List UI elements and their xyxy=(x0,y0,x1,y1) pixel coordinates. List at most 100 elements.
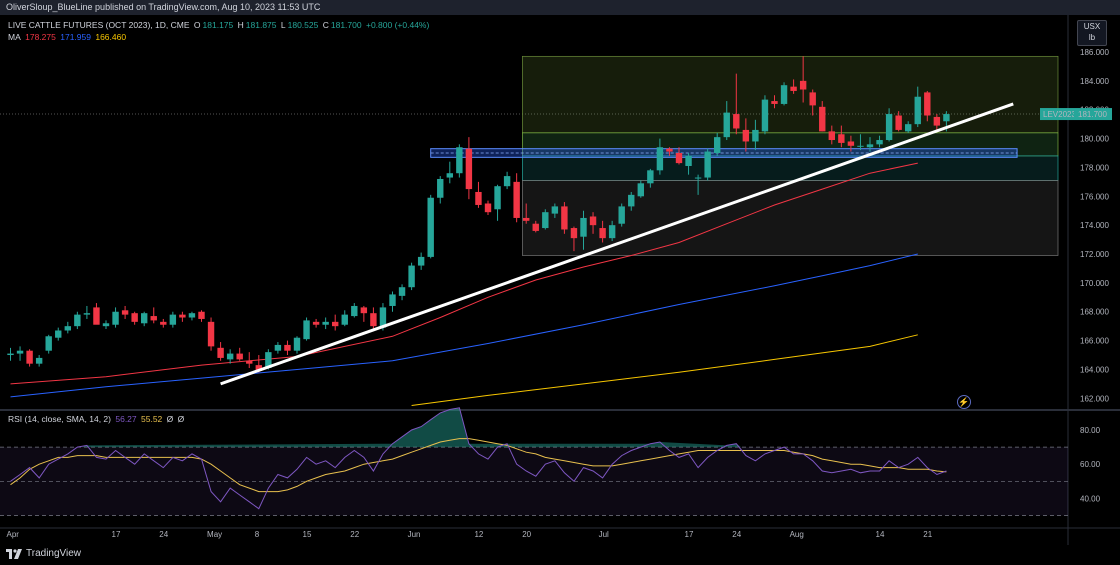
rsi-line xyxy=(10,407,947,510)
candle-body xyxy=(503,176,511,187)
lightning-icon[interactable]: ⚡ xyxy=(957,395,971,409)
candle-body xyxy=(64,326,71,331)
candle xyxy=(93,303,100,325)
time-tick-label: 24 xyxy=(159,530,168,539)
candle-body xyxy=(723,112,730,138)
candle xyxy=(799,56,807,103)
time-tick-label: Aug xyxy=(790,530,804,539)
price-tick-label: 168.000 xyxy=(1080,308,1109,317)
candle xyxy=(169,311,177,328)
candle-body xyxy=(647,170,654,184)
candle-body xyxy=(74,314,81,327)
high-value: 181.875 xyxy=(245,20,277,30)
candle-body xyxy=(542,212,549,229)
candle xyxy=(293,336,301,354)
candle-body xyxy=(551,206,559,214)
chart-area[interactable]: 186.000184.000182.000180.000178.000176.0… xyxy=(0,15,1120,545)
candle xyxy=(179,311,186,322)
candle-body xyxy=(83,313,91,315)
candle-body xyxy=(456,147,463,174)
candle-body xyxy=(35,357,43,364)
candle xyxy=(160,318,167,328)
candle-body xyxy=(656,147,664,171)
candle-body xyxy=(857,145,864,147)
candle xyxy=(666,147,673,156)
candle xyxy=(780,82,788,106)
candle-body xyxy=(93,307,100,325)
candle xyxy=(513,173,520,223)
candle xyxy=(45,334,52,354)
open-value: 181.175 xyxy=(202,20,234,30)
time-tick-label: Apr xyxy=(7,530,20,539)
tradingview-logo: TradingView xyxy=(6,548,81,559)
candle xyxy=(475,181,482,208)
candle xyxy=(828,125,835,145)
candle-body xyxy=(265,352,272,369)
rsi-empty-2: Ø xyxy=(177,414,185,424)
symbol-legend: LIVE CATTLE FUTURES (OCT 2023), 1D, CME … xyxy=(8,20,431,30)
low-value: 180.525 xyxy=(287,20,319,30)
candle xyxy=(723,101,730,141)
candle-body xyxy=(685,155,692,166)
candle-body xyxy=(513,181,520,218)
candle-body xyxy=(7,353,14,356)
candle xyxy=(198,310,205,322)
candle xyxy=(226,349,234,364)
candle xyxy=(752,119,759,151)
candle xyxy=(370,307,377,330)
unit-label: lb xyxy=(1088,33,1096,42)
price-tick-label: 186.000 xyxy=(1080,48,1109,57)
candle xyxy=(589,212,597,234)
candle xyxy=(924,90,931,122)
candle-body xyxy=(160,321,167,325)
symbol-title: LIVE CATTLE FUTURES (OCT 2023), 1D, CME xyxy=(8,20,190,30)
time-tick-label: Jun xyxy=(408,530,421,539)
range-box-upper xyxy=(522,55,1059,134)
candle-body xyxy=(417,256,425,266)
candle-body xyxy=(236,353,243,360)
candle-body xyxy=(141,313,148,324)
ma2-value: 171.959 xyxy=(60,32,91,42)
candle xyxy=(580,210,587,250)
time-tick-label: May xyxy=(207,530,222,539)
ma-label: MA xyxy=(8,32,21,42)
currency-unit-button[interactable]: USX lb xyxy=(1077,20,1107,46)
candle-body xyxy=(628,194,635,207)
candle-body xyxy=(246,360,253,364)
candle xyxy=(733,73,740,135)
candle xyxy=(217,342,224,361)
candle xyxy=(236,347,243,361)
price-tick-label: 174.000 xyxy=(1080,221,1109,230)
low-label: L xyxy=(280,20,286,30)
candle xyxy=(494,184,501,221)
candle xyxy=(866,137,874,152)
candle xyxy=(570,226,578,252)
rsi-empty-1: Ø xyxy=(166,414,174,424)
candle-body xyxy=(341,314,348,325)
candle-body xyxy=(484,203,492,213)
candle xyxy=(885,108,893,142)
candle-body xyxy=(570,228,578,239)
candle xyxy=(112,307,119,328)
price-tick-label: 162.000 xyxy=(1080,394,1109,403)
candle xyxy=(351,303,358,318)
candle-body xyxy=(885,114,893,141)
high-label: H xyxy=(237,20,244,30)
time-tick-label: 17 xyxy=(112,530,121,539)
candle-body xyxy=(924,92,931,116)
candle-body xyxy=(112,311,119,325)
candle xyxy=(141,311,148,327)
price-tick-label: 166.000 xyxy=(1080,337,1109,346)
candle xyxy=(408,262,415,291)
candle xyxy=(312,318,320,328)
candle xyxy=(465,137,473,200)
candle-body xyxy=(943,114,950,122)
candle-body xyxy=(771,101,778,104)
candle-body xyxy=(637,183,644,197)
candle-body xyxy=(905,124,912,132)
candle-body xyxy=(370,313,377,327)
candle-body xyxy=(714,137,721,154)
candle-body xyxy=(255,365,262,371)
last-price-tag: 181.700 xyxy=(1074,108,1112,121)
candle-body xyxy=(226,353,234,360)
